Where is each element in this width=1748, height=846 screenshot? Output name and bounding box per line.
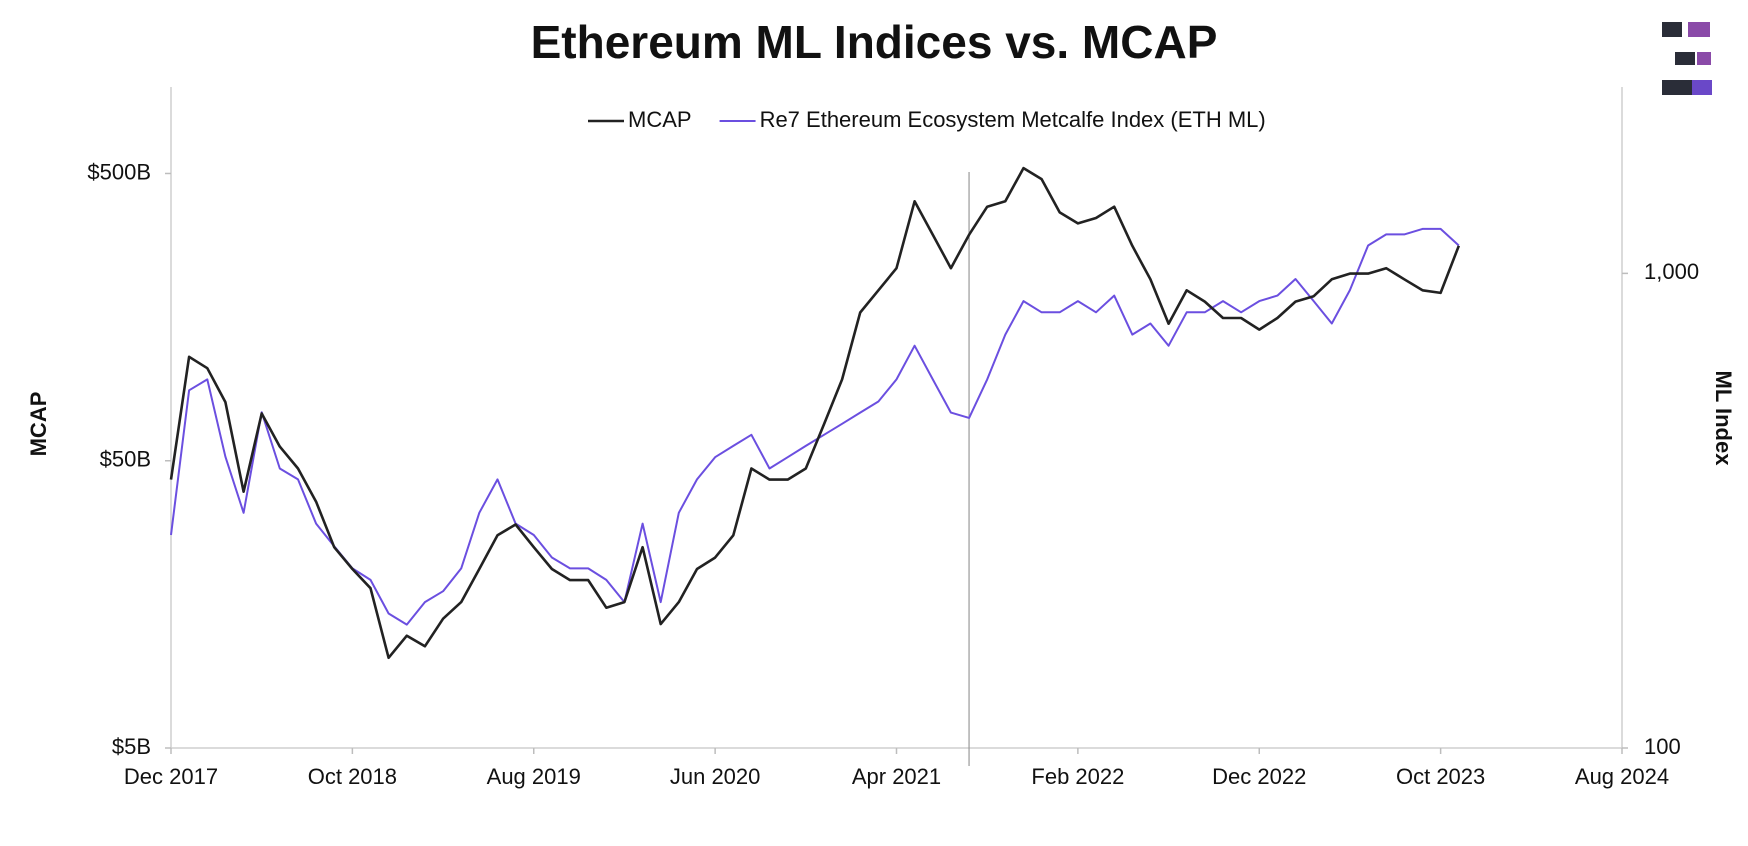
x-tick-label: Feb 2022 <box>1031 764 1124 789</box>
x-tick-label: Oct 2018 <box>308 764 397 789</box>
y-axis-title: MCAP <box>26 392 51 457</box>
x-tick-label: Aug 2019 <box>487 764 581 789</box>
y-tick-label: $500B <box>87 159 151 184</box>
series-line <box>169 166 1461 660</box>
chart-title: Ethereum ML Indices vs. MCAP <box>531 16 1218 68</box>
series-line <box>170 227 1460 626</box>
y-tick-label: $50B <box>100 447 151 472</box>
x-tick-label: Dec 2022 <box>1212 764 1306 789</box>
x-tick-label: Jun 2020 <box>670 764 761 789</box>
x-tick-label: Dec 2017 <box>124 764 218 789</box>
x-tick-label: Oct 2023 <box>1396 764 1485 789</box>
y-tick-label: $5B <box>112 734 151 759</box>
y2-axis-title: ML Index <box>1711 371 1736 467</box>
legend-label: MCAP <box>628 107 692 132</box>
x-tick-label: Apr 2021 <box>852 764 941 789</box>
x-tick-label: Aug 2024 <box>1575 764 1669 789</box>
y2-tick-label: 100 <box>1644 734 1681 759</box>
y2-tick-label: 1,000 <box>1644 259 1699 284</box>
logo <box>1662 22 1712 95</box>
legend-label: Re7 Ethereum Ecosystem Metcalfe Index (E… <box>760 107 1266 132</box>
